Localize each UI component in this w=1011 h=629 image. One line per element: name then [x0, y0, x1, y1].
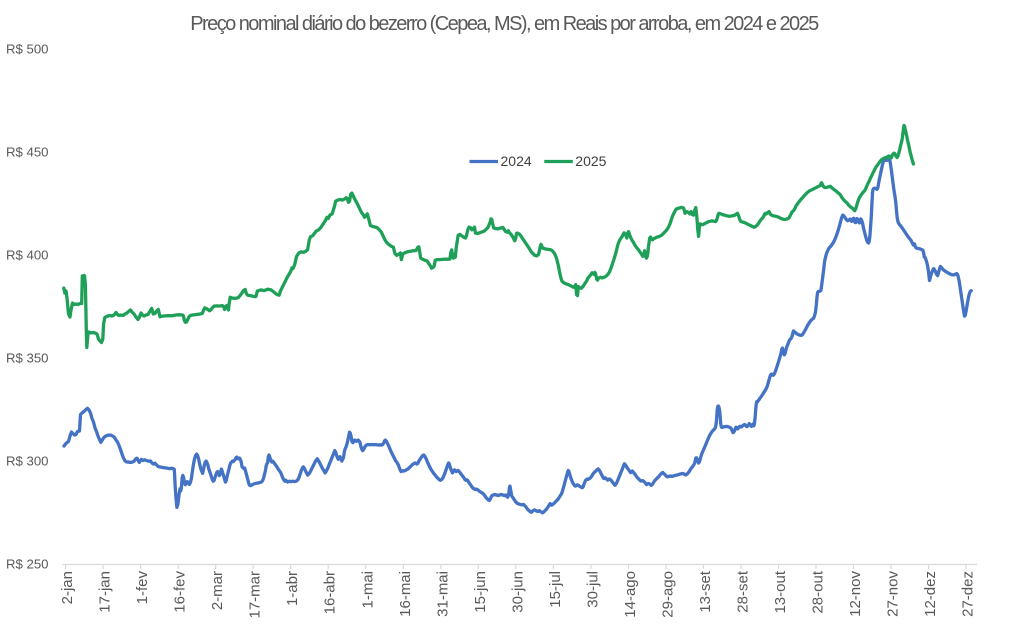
svg-text:R$ 250: R$ 250	[6, 557, 49, 572]
svg-text:1-fev: 1-fev	[134, 571, 151, 605]
svg-text:16-abr: 16-abr	[322, 571, 339, 614]
svg-text:29-ago: 29-ago	[659, 571, 676, 618]
svg-text:27-nov: 27-nov	[885, 571, 902, 617]
svg-text:R$ 500: R$ 500	[6, 42, 49, 57]
svg-text:14-ago: 14-ago	[622, 571, 639, 618]
svg-text:17-jan: 17-jan	[97, 571, 114, 613]
svg-text:1-mai: 1-mai	[359, 571, 376, 609]
svg-text:Preço nominal diário do bezerr: Preço nominal diário do bezerro (Cepea, …	[190, 13, 819, 35]
svg-text:R$ 400: R$ 400	[6, 248, 49, 263]
svg-text:28-out: 28-out	[810, 570, 827, 613]
svg-text:R$ 300: R$ 300	[6, 454, 49, 469]
svg-text:13-set: 13-set	[697, 570, 714, 613]
svg-text:12-dez: 12-dez	[922, 571, 939, 617]
svg-text:13-out: 13-out	[772, 570, 789, 613]
svg-text:16-fev: 16-fev	[172, 571, 189, 613]
svg-text:15-jul: 15-jul	[547, 571, 564, 608]
svg-text:27-dez: 27-dez	[960, 571, 977, 617]
svg-text:R$ 450: R$ 450	[6, 145, 49, 160]
svg-text:12-nov: 12-nov	[847, 571, 864, 617]
svg-text:28-set: 28-set	[735, 570, 752, 613]
svg-text:30-jun: 30-jun	[509, 571, 526, 613]
svg-text:30-jul: 30-jul	[584, 571, 601, 608]
svg-text:1-abr: 1-abr	[284, 571, 301, 606]
svg-text:2-mar: 2-mar	[209, 571, 226, 610]
svg-text:2025: 2025	[575, 153, 606, 169]
svg-text:R$ 350: R$ 350	[6, 351, 49, 366]
svg-text:16-mai: 16-mai	[397, 571, 414, 617]
svg-text:15-jun: 15-jun	[472, 571, 489, 613]
svg-text:2024: 2024	[501, 153, 532, 169]
svg-text:17-mar: 17-mar	[247, 571, 264, 619]
svg-text:31-mai: 31-mai	[434, 571, 451, 617]
svg-text:2-jan: 2-jan	[59, 571, 76, 604]
